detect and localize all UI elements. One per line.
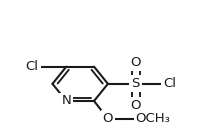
Text: O: O <box>130 56 141 69</box>
Text: N: N <box>61 95 71 107</box>
Text: O: O <box>103 112 113 125</box>
Text: O: O <box>130 99 141 112</box>
Text: Cl: Cl <box>26 60 39 73</box>
Text: S: S <box>131 77 140 90</box>
Text: OCH₃: OCH₃ <box>136 112 170 125</box>
Text: Cl: Cl <box>163 77 176 90</box>
